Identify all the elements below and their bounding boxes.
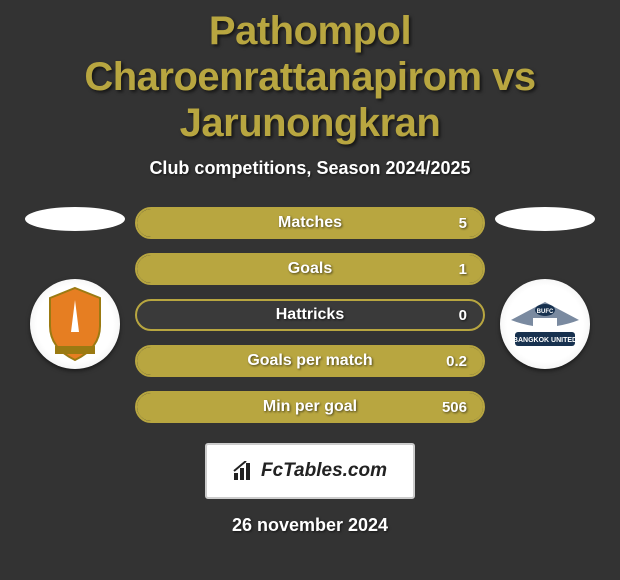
left-side	[25, 207, 125, 369]
footer-date: 26 november 2024	[0, 515, 620, 536]
stat-row: Hattricks 0	[135, 299, 485, 331]
right-club-badge: BUFC BANGKOK UNITED	[500, 279, 590, 369]
left-club-badge	[30, 279, 120, 369]
stat-row: Matches 5	[135, 207, 485, 239]
stat-label: Matches	[137, 214, 483, 232]
stat-row: Goals per match 0.2	[135, 345, 485, 377]
stat-row: Min per goal 506	[135, 391, 485, 423]
stats-list: Matches 5 Goals 1 Hattricks 0 Goals per …	[135, 207, 485, 423]
stat-value: 1	[459, 261, 467, 278]
left-club-crest-icon	[45, 286, 105, 362]
svg-text:BUFC: BUFC	[537, 309, 554, 315]
stat-value: 0.2	[446, 353, 467, 370]
stat-row: Goals 1	[135, 253, 485, 285]
stat-value: 0	[459, 307, 467, 324]
right-club-crest-icon: BUFC BANGKOK UNITED	[505, 296, 585, 352]
left-player-oval	[25, 207, 125, 231]
comparison-content: Matches 5 Goals 1 Hattricks 0 Goals per …	[0, 207, 620, 423]
bar-chart-icon	[233, 461, 255, 481]
stat-value: 506	[442, 399, 467, 416]
stat-label: Goals	[137, 260, 483, 278]
footer-brand-logo: FcTables.com	[205, 443, 415, 499]
stat-label: Min per goal	[137, 398, 483, 416]
stat-label: Hattricks	[137, 306, 483, 324]
svg-text:BANGKOK UNITED: BANGKOK UNITED	[513, 337, 577, 344]
footer-brand-text: FcTables.com	[261, 460, 387, 482]
page-title: Pathompol Charoenrattanapirom vs Jarunon…	[0, 0, 620, 146]
subtitle: Club competitions, Season 2024/2025	[0, 158, 620, 179]
right-side: BUFC BANGKOK UNITED	[495, 207, 595, 369]
right-player-oval	[495, 207, 595, 231]
stat-label: Goals per match	[137, 352, 483, 370]
stat-value: 5	[459, 215, 467, 232]
